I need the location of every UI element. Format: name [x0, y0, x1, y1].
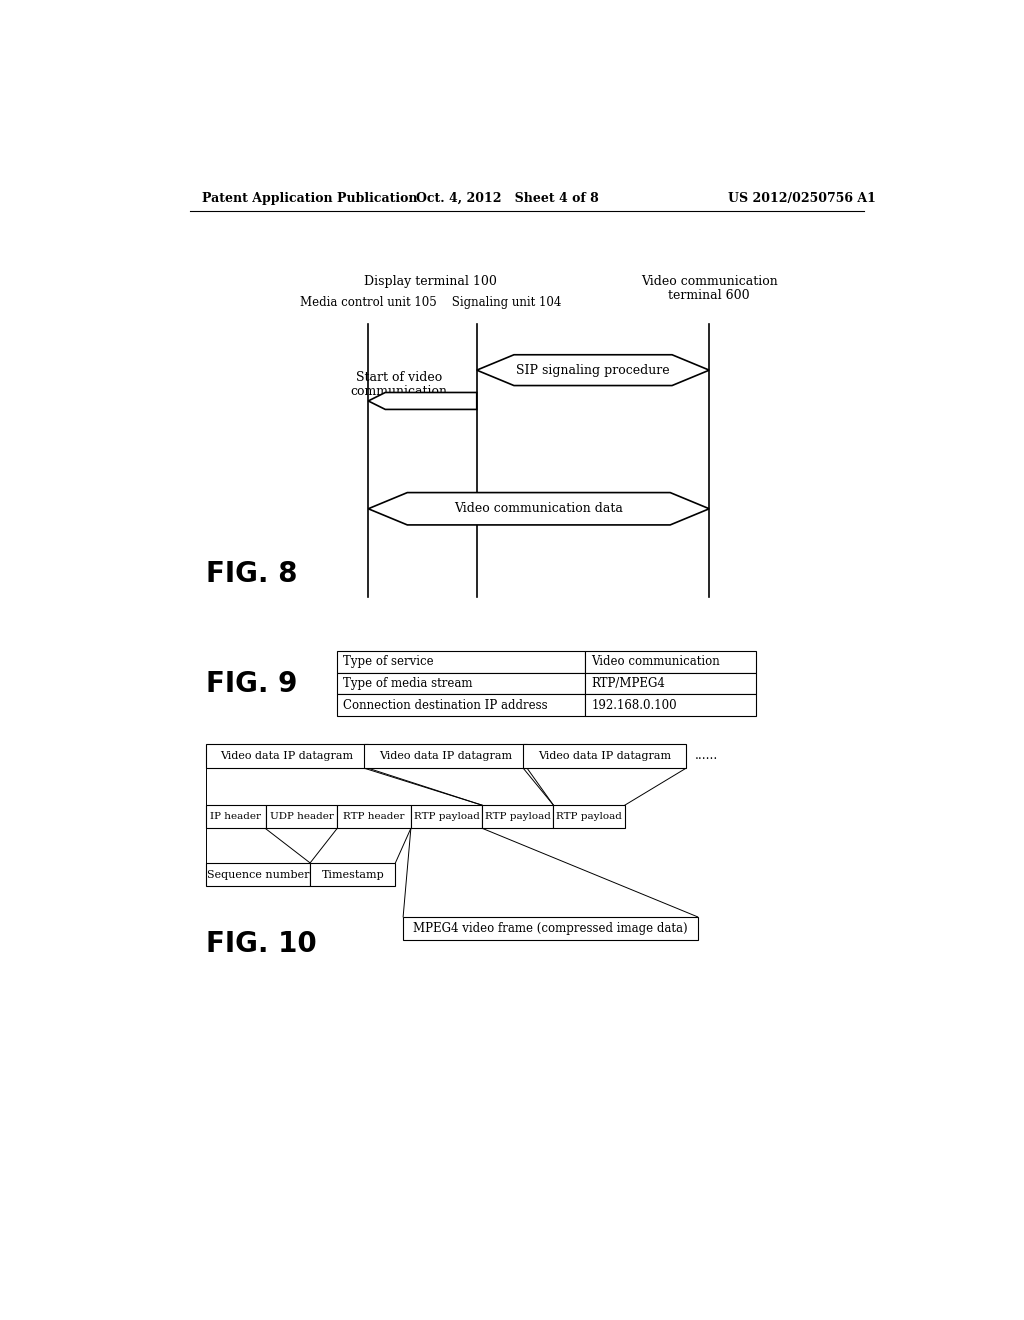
Polygon shape	[369, 492, 710, 525]
Text: Type of service: Type of service	[343, 656, 434, 668]
Polygon shape	[477, 355, 710, 385]
Bar	[403, 917, 697, 940]
Text: Video data IP datagram: Video data IP datagram	[220, 751, 353, 760]
Text: RTP payload: RTP payload	[414, 812, 479, 821]
Bar	[523, 743, 686, 768]
Bar	[206, 743, 369, 768]
Text: Media control unit 105    Signaling unit 104: Media control unit 105 Signaling unit 10…	[300, 296, 561, 309]
Text: 192.168.0.100: 192.168.0.100	[592, 698, 677, 711]
Text: Start of video: Start of video	[356, 371, 442, 384]
Text: Connection destination IP address: Connection destination IP address	[343, 698, 548, 711]
Text: US 2012/0250756 A1: US 2012/0250756 A1	[728, 191, 877, 205]
Text: FIG. 10: FIG. 10	[206, 929, 316, 958]
Bar	[337, 673, 586, 694]
Bar	[266, 805, 337, 829]
Text: Video communication: Video communication	[641, 275, 777, 288]
Text: Oct. 4, 2012   Sheet 4 of 8: Oct. 4, 2012 Sheet 4 of 8	[417, 191, 599, 205]
Text: terminal 600: terminal 600	[669, 289, 750, 302]
Text: SIP signaling procedure: SIP signaling procedure	[516, 363, 670, 376]
Text: RTP header: RTP header	[343, 812, 404, 821]
Text: UDP header: UDP header	[269, 812, 334, 821]
Text: Video communication data: Video communication data	[455, 502, 624, 515]
Text: ......: ......	[695, 750, 719, 763]
Text: RTP/MPEG4: RTP/MPEG4	[592, 677, 666, 690]
Bar	[337, 805, 411, 829]
Bar	[482, 805, 554, 829]
Text: Video communication: Video communication	[592, 656, 720, 668]
Bar	[337, 651, 586, 673]
Text: Type of media stream: Type of media stream	[343, 677, 473, 690]
Text: Sequence number: Sequence number	[207, 870, 309, 879]
Polygon shape	[369, 392, 477, 409]
Bar	[411, 805, 482, 829]
Bar	[586, 651, 756, 673]
Text: communication: communication	[351, 385, 447, 399]
Bar	[206, 805, 266, 829]
Bar	[337, 694, 586, 715]
Bar	[310, 863, 395, 886]
Text: Display terminal 100: Display terminal 100	[364, 275, 497, 288]
Bar	[586, 694, 756, 715]
Text: MPEG4 video frame (compressed image data): MPEG4 video frame (compressed image data…	[413, 921, 688, 935]
Bar	[586, 673, 756, 694]
Bar	[365, 743, 527, 768]
Text: FIG. 8: FIG. 8	[206, 560, 297, 589]
Text: Video data IP datagram: Video data IP datagram	[538, 751, 671, 760]
Text: IP header: IP header	[210, 812, 261, 821]
Text: FIG. 9: FIG. 9	[206, 669, 297, 697]
Text: Patent Application Publication: Patent Application Publication	[202, 191, 417, 205]
Text: RTP payload: RTP payload	[485, 812, 551, 821]
Text: Timestamp: Timestamp	[322, 870, 384, 879]
Bar	[206, 863, 310, 886]
Text: RTP payload: RTP payload	[556, 812, 622, 821]
Text: Video data IP datagram: Video data IP datagram	[379, 751, 512, 760]
Bar	[554, 805, 625, 829]
